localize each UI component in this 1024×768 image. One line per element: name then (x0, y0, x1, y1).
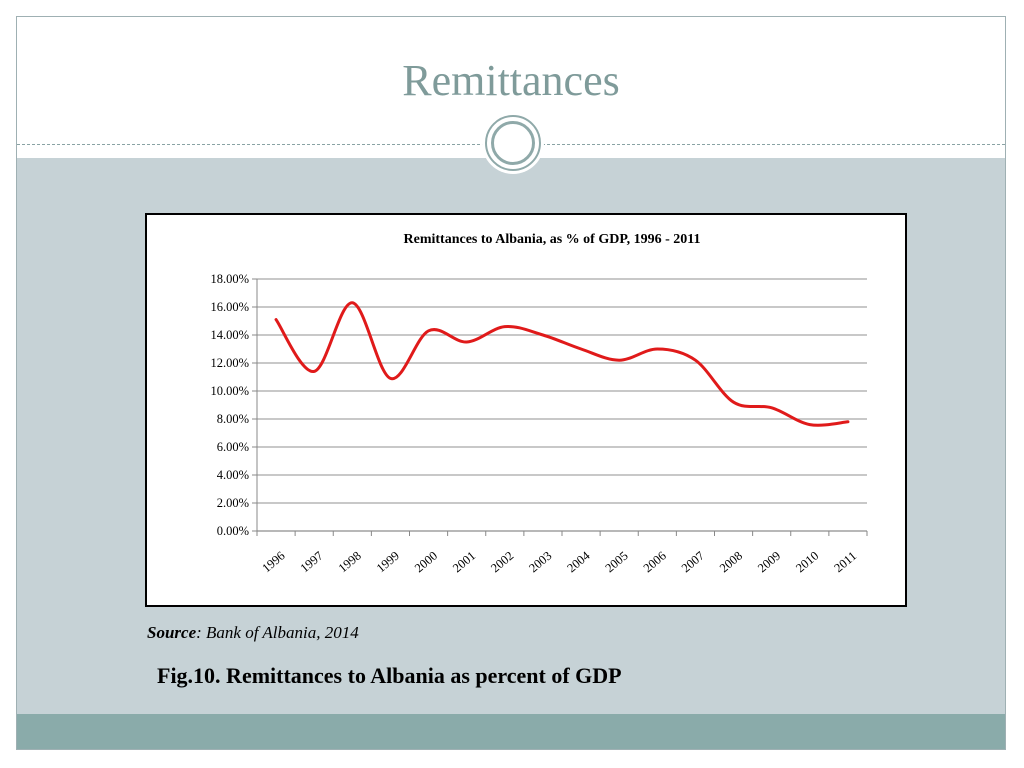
x-tick-label: 2001 (450, 549, 478, 576)
y-tick-label: 14.00% (210, 328, 249, 342)
slide: Remittances Remittances to Albania, as %… (16, 16, 1006, 750)
series-line (274, 301, 850, 427)
y-tick-label: 12.00% (210, 356, 249, 370)
ornament-ring-outer (485, 115, 541, 171)
x-tick-label: 2010 (793, 549, 821, 576)
source-note: Source: Bank of Albania, 2014 (147, 623, 359, 643)
x-tick-label: 2006 (641, 549, 669, 576)
y-tick-label: 16.00% (210, 300, 249, 314)
figure-caption: Fig.10. Remittances to Albania as percen… (157, 663, 622, 688)
x-tick-label: 1996 (259, 549, 287, 576)
y-tick-label: 0.00% (217, 524, 249, 538)
slide-header: Remittances (17, 17, 1005, 174)
y-tick-label: 6.00% (217, 440, 249, 454)
y-tick-label: 2.00% (217, 496, 249, 510)
x-tick-label: 2011 (831, 549, 859, 576)
x-tick-label: 2003 (526, 549, 554, 576)
y-tick-label: 4.00% (217, 468, 249, 482)
slide-title: Remittances (402, 56, 620, 105)
chart-title: Remittances to Albania, as % of GDP, 199… (404, 232, 701, 247)
x-tick-label: 1999 (374, 549, 402, 576)
x-tick-label: 2002 (488, 549, 516, 576)
line-chart: Remittances to Albania, as % of GDP, 199… (210, 232, 868, 576)
x-tick-label: 2005 (603, 549, 631, 576)
y-tick-label: 10.00% (210, 384, 249, 398)
x-tick-label: 1997 (298, 549, 326, 576)
source-label: Source (147, 623, 197, 642)
y-tick-label: 18.00% (210, 272, 249, 286)
chart-container: Remittances to Albania, as % of GDP, 199… (145, 213, 907, 607)
footer-bar (17, 714, 1005, 749)
y-tick-label: 8.00% (217, 412, 249, 426)
x-tick-label: 2009 (755, 549, 783, 576)
x-tick-label: 2000 (412, 549, 440, 576)
x-tick-label: 1998 (336, 549, 364, 576)
source-text: : Bank of Albania, 2014 (196, 623, 359, 642)
x-tick-label: 2007 (679, 549, 707, 576)
x-tick-label: 2004 (564, 548, 593, 575)
x-tick-label: 2008 (717, 549, 745, 576)
ornament-ring-inner (491, 121, 535, 165)
